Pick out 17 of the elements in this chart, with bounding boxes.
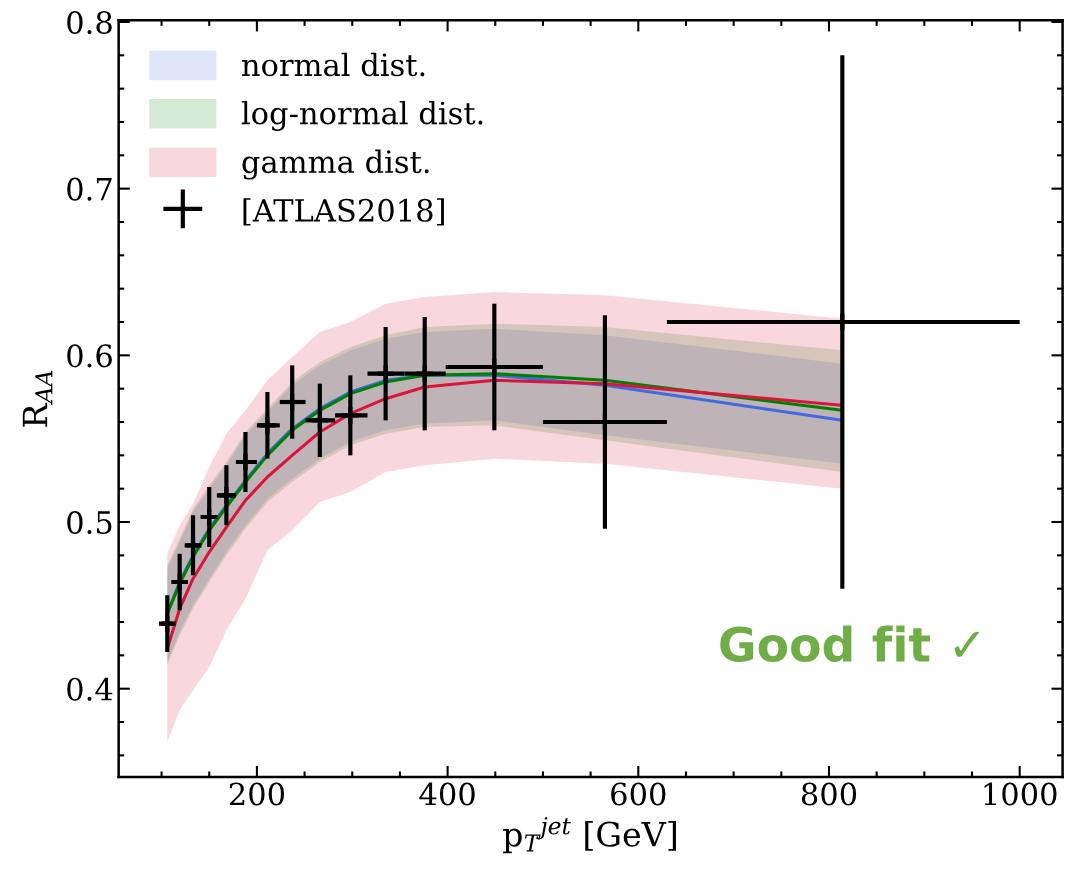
x-axis-title: p$_{T}$$^{jet}$ [GeV] xyxy=(503,817,676,854)
y-tick-label: 0.5 xyxy=(67,510,112,535)
y-tick-label: 0.6 xyxy=(67,344,112,368)
x-tick-label: 800 xyxy=(801,782,857,806)
legend-label: [ATLAS2018] xyxy=(243,198,444,226)
x-tick-label: 400 xyxy=(419,782,475,806)
legend-label: gamma dist. xyxy=(242,149,429,180)
y-tick-label: 0.4 xyxy=(67,677,113,701)
x-tick-label: 200 xyxy=(229,782,285,806)
y-tick-label: 0.7 xyxy=(67,177,112,201)
legend-label: normal dist. xyxy=(241,52,425,77)
x-tick-label: 1000 xyxy=(984,782,1057,806)
y-axis-title: R$_{AA}$ xyxy=(22,370,53,427)
annotation: Good fit ✓ xyxy=(720,625,980,663)
y-tick-label: 0.8 xyxy=(67,10,112,35)
legend-label: log-normal dist. xyxy=(241,100,483,131)
x-tick-label: 600 xyxy=(611,782,666,806)
